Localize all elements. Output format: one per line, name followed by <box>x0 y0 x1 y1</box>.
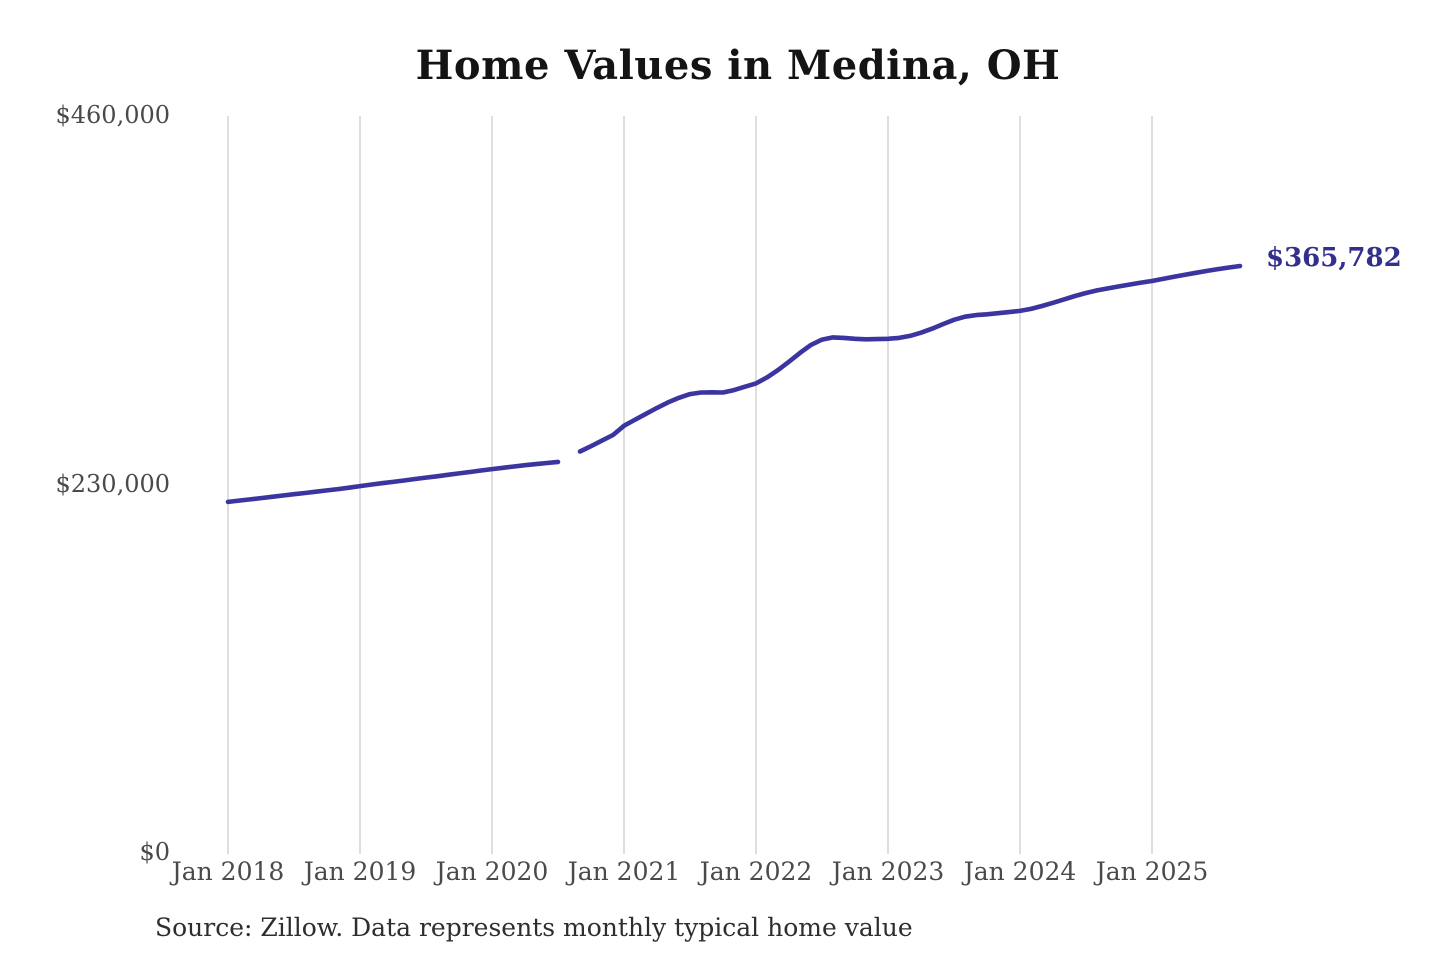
y-tick-label: $0 <box>139 838 170 866</box>
source-note: Source: Zillow. Data represents monthly … <box>155 913 913 942</box>
x-tick-label: Jan 2019 <box>303 857 417 886</box>
x-tick-label: Jan 2022 <box>699 857 813 886</box>
x-tick-label: Jan 2020 <box>435 857 549 886</box>
chart-title: Home Values in Medina, OH <box>415 42 1061 89</box>
home-value-line-series <box>225 263 1243 505</box>
x-tick-label: Jan 2023 <box>831 857 945 886</box>
x-tick-label: Jan 2025 <box>1095 857 1209 886</box>
y-tick-label: $460,000 <box>55 101 170 129</box>
latest-value-label: $365,782 <box>1266 242 1402 273</box>
year-gridlines <box>227 116 1153 854</box>
x-tick-label: Jan 2021 <box>567 857 681 886</box>
y-tick-label: $230,000 <box>55 469 170 498</box>
home-value-line <box>225 263 1243 505</box>
x-tick-label: Jan 2018 <box>171 857 285 886</box>
x-tick-label: Jan 2024 <box>963 857 1077 886</box>
